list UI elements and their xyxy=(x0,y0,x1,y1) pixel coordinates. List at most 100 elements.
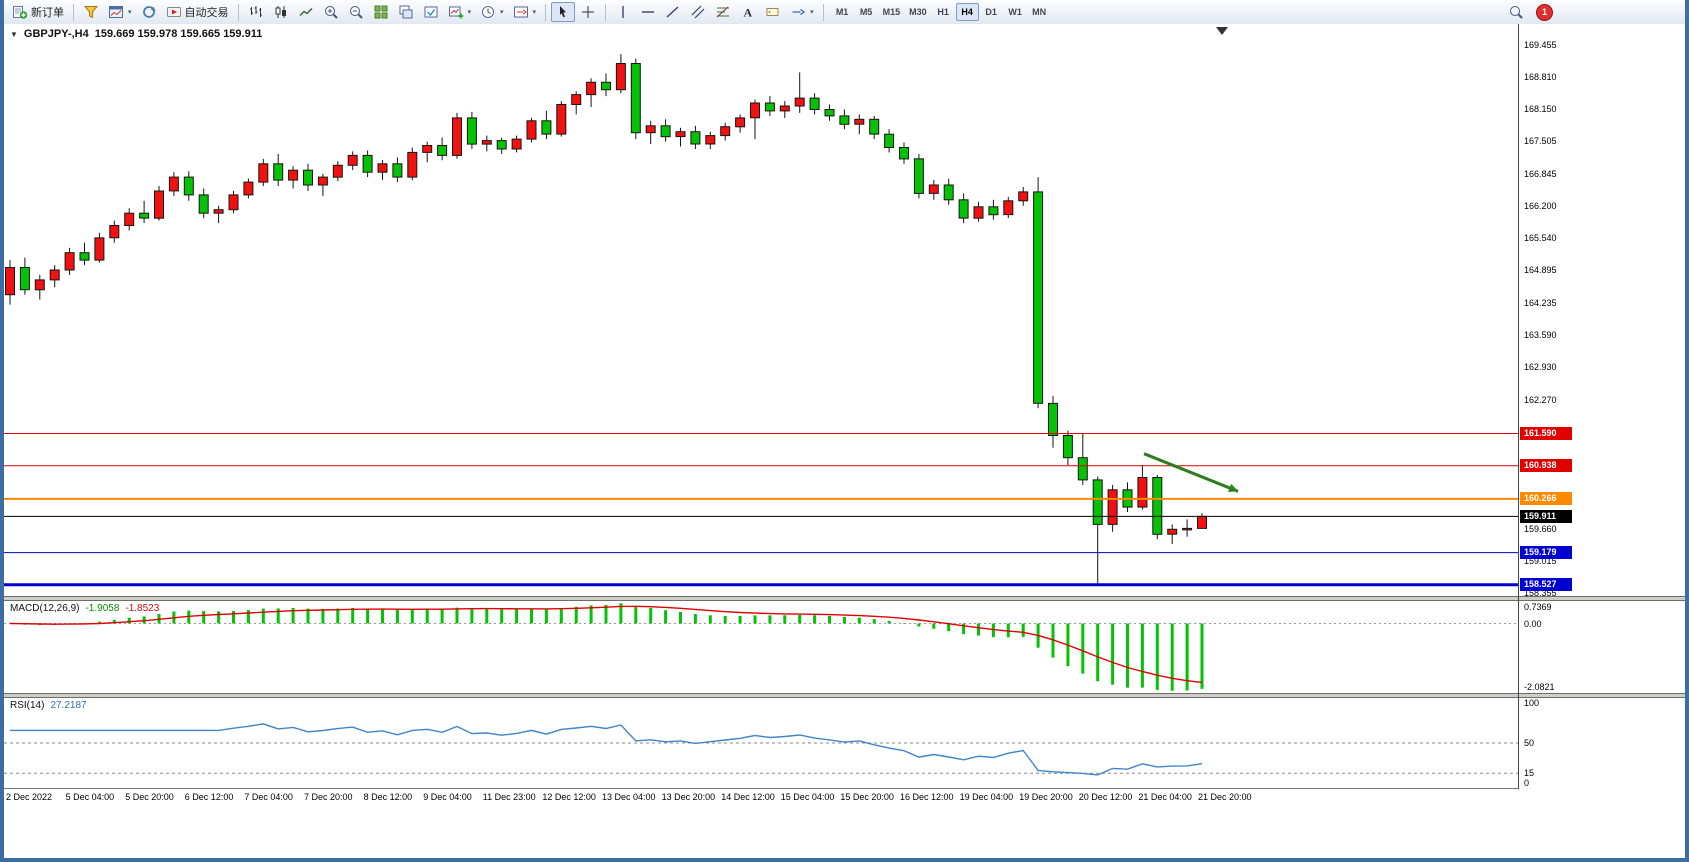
candle-body xyxy=(869,118,880,135)
time-axis[interactable]: 2 Dec 2022 5 Dec 04:00 5 Dec 20:00 6 Dec 12… xyxy=(4,789,1518,807)
zoom-out-button[interactable] xyxy=(344,2,368,22)
candle-body xyxy=(109,225,120,239)
time-tick-label: 13 Dec 04:00 xyxy=(602,792,656,802)
price-tick-label: 159.660 xyxy=(1524,523,1557,534)
price-tick-label: 164.235 xyxy=(1524,297,1557,308)
new-order-button[interactable]: 新订单 xyxy=(8,2,68,22)
auto-trading-button[interactable]: 自动交易 xyxy=(162,2,233,22)
candle-body xyxy=(94,237,105,261)
arrange-windows-icon xyxy=(424,6,438,18)
candle-body xyxy=(645,125,656,134)
rsi-panel[interactable] xyxy=(4,698,1518,788)
line-chart-button[interactable] xyxy=(294,2,318,22)
arrows-tool-button[interactable]: ▾ xyxy=(786,2,818,22)
candle-body xyxy=(422,145,433,153)
candle-body xyxy=(303,169,313,186)
candle-body xyxy=(1182,527,1193,531)
toolbar-separator xyxy=(73,3,74,21)
search-button[interactable] xyxy=(1504,2,1528,22)
chart-shift-marker[interactable] xyxy=(1216,27,1228,35)
candle-body xyxy=(586,81,597,96)
cursor-tool-button[interactable] xyxy=(551,2,576,22)
time-tick-label: 7 Dec 04:00 xyxy=(244,792,293,802)
panel-splitter-rsi[interactable] xyxy=(4,693,1685,698)
candle-body xyxy=(660,125,671,138)
template-caret: ▾ xyxy=(532,9,537,16)
candle-body xyxy=(481,140,492,145)
cascade-windows-button[interactable] xyxy=(394,2,418,22)
candle-body xyxy=(124,212,135,226)
arrows-caret: ▾ xyxy=(810,9,814,16)
tile-windows-icon xyxy=(374,5,388,19)
timeframe-button-m1[interactable]: M1 xyxy=(831,3,854,21)
main-chart[interactable] xyxy=(4,24,1518,596)
candle-body xyxy=(750,102,760,119)
price-tick-label: 166.845 xyxy=(1524,168,1557,179)
timeframe-button-m15[interactable]: M15 xyxy=(879,3,905,21)
time-tick-label: 12 Dec 12:00 xyxy=(542,792,596,802)
label-tool-button[interactable] xyxy=(761,2,785,22)
arrange-windows-button[interactable] xyxy=(419,2,443,22)
candle-body xyxy=(556,104,567,135)
period-caret: ▾ xyxy=(500,9,504,16)
period-button[interactable]: ▾ xyxy=(476,2,508,22)
fibonacci-icon xyxy=(716,6,730,18)
candle-body xyxy=(1033,191,1044,404)
candle-body xyxy=(1003,200,1014,216)
toolbar-separator xyxy=(605,3,607,21)
candle-body xyxy=(1107,489,1118,525)
channel-tool-button[interactable] xyxy=(686,2,710,22)
price-tick-label: 168.810 xyxy=(1524,71,1557,82)
timeframe-button-h4[interactable]: H4 xyxy=(955,3,979,21)
vertical-line-icon xyxy=(622,6,624,18)
main-toolbar: 新订单 ▾ 自动交易 xyxy=(4,0,1685,25)
candle-body xyxy=(228,194,239,211)
cursor-icon xyxy=(560,6,567,18)
text-label-icon xyxy=(766,8,779,16)
trendline-tool-button[interactable] xyxy=(661,2,685,22)
timeframe-button-m30[interactable]: M30 xyxy=(905,3,931,21)
tile-windows-button[interactable] xyxy=(369,2,393,22)
panel-splitter-macd[interactable] xyxy=(4,596,1685,601)
price-line-box: 158.527 xyxy=(1520,578,1572,592)
notification-badge[interactable]: 1 xyxy=(1536,3,1553,21)
candle-body xyxy=(1197,515,1207,529)
vertical-line-tool-button[interactable] xyxy=(611,2,635,22)
new-chart-button[interactable]: ▾ xyxy=(444,2,476,22)
timeframe-button-mn[interactable]: MN xyxy=(1028,3,1051,21)
timeframe-button-d1[interactable]: D1 xyxy=(980,3,1003,21)
price-tick-label: 158.355 xyxy=(1524,588,1557,599)
crosshair-tool-button[interactable] xyxy=(576,2,600,22)
price-axis[interactable]: 169.455 168.810 168.150 167.505 166.845 166.2… xyxy=(1520,24,1590,599)
timeframe-button-m5[interactable]: M5 xyxy=(855,3,878,21)
time-tick-label: 19 Dec 20:00 xyxy=(1019,792,1073,802)
candle-body xyxy=(854,118,865,125)
svg-text:A: A xyxy=(744,6,753,20)
cascade-windows-icon xyxy=(399,5,413,19)
rsi-scale-label: 0 xyxy=(1524,778,1530,788)
candle-body xyxy=(407,151,418,178)
timeframe-button-h1[interactable]: H1 xyxy=(932,3,955,21)
time-tick-label: 16 Dec 12:00 xyxy=(900,792,954,802)
candle-body xyxy=(183,176,194,196)
horizontal-line-tool-button[interactable] xyxy=(636,2,660,22)
candlestick-chart-button[interactable] xyxy=(269,2,293,22)
price-tick-label: 167.505 xyxy=(1524,136,1557,147)
timeframe-button-w1[interactable]: W1 xyxy=(1004,3,1027,21)
bar-chart-button[interactable] xyxy=(244,2,268,22)
template-button[interactable]: ▾ xyxy=(509,2,541,22)
chart-window-button[interactable]: ▾ xyxy=(104,2,136,22)
text-tool-button[interactable]: A xyxy=(736,2,760,22)
candle-body xyxy=(735,117,746,128)
price-line-box: 159.179 xyxy=(1520,546,1572,560)
refresh-button[interactable] xyxy=(137,2,161,22)
indicators-button[interactable] xyxy=(79,2,103,22)
candle-body xyxy=(630,63,641,134)
trend-arrow[interactable] xyxy=(1143,452,1239,493)
chart-window-caret: ▾ xyxy=(128,9,132,16)
time-tick-label: 9 Dec 04:00 xyxy=(423,792,472,802)
fibonacci-tool-button[interactable] xyxy=(711,2,735,22)
macd-panel[interactable] xyxy=(4,601,1518,693)
zoom-in-button[interactable] xyxy=(319,2,343,22)
